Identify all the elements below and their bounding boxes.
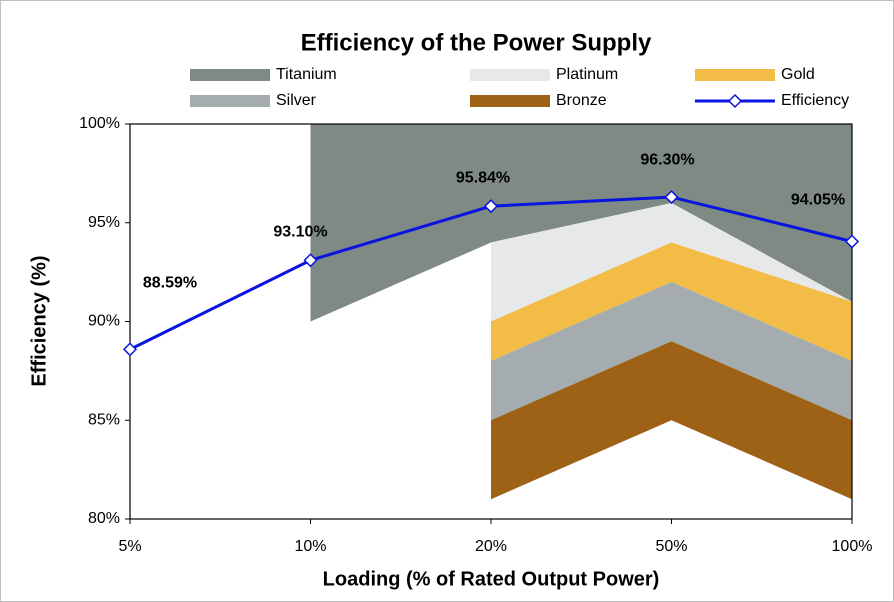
y-tick-label: 90% (88, 313, 120, 330)
data-label: 95.84% (456, 169, 510, 186)
y-tick-label: 80% (88, 510, 120, 527)
efficiency-point (303, 253, 318, 268)
y-tick-label: 100% (79, 115, 120, 132)
legend-swatch (190, 69, 270, 81)
data-label: 96.30% (640, 151, 694, 168)
band-silver (491, 282, 852, 421)
y-tick-label: 85% (88, 411, 120, 428)
x-tick-label: 20% (475, 538, 507, 555)
x-tick-label: 50% (655, 538, 687, 555)
data-label: 88.59% (143, 275, 197, 292)
band-gold (491, 242, 852, 361)
legend-label: Bronze (556, 92, 607, 109)
efficiency-point (844, 234, 860, 249)
chart-title: Efficiency of the Power Supply (301, 29, 652, 56)
y-tick-label: 95% (88, 214, 120, 231)
x-tick-label: 100% (832, 538, 873, 555)
efficiency-point (483, 199, 499, 214)
x-axis-title: Loading (% of Rated Output Power) (323, 568, 660, 590)
x-tick-label: 10% (294, 538, 326, 555)
band-bronze (491, 341, 852, 500)
legend-swatch (695, 69, 775, 81)
band-platinum (491, 203, 852, 322)
legend-swatch (470, 95, 550, 107)
y-axis-title: Efficiency (%) (28, 255, 50, 386)
legend-label: Efficiency (781, 92, 849, 109)
data-label: 93.10% (273, 223, 327, 240)
legend-label: Silver (276, 92, 317, 109)
x-tick-label: 5% (118, 538, 141, 555)
efficiency-point (664, 190, 679, 205)
legend-swatch (470, 69, 550, 81)
legend-label: Gold (781, 66, 815, 83)
legend-swatch (190, 95, 270, 107)
data-label: 94.05% (791, 192, 845, 209)
efficiency-point (122, 342, 138, 357)
legend-label: Platinum (556, 66, 618, 83)
legend-label: Titanium (276, 66, 337, 83)
legend-marker (727, 93, 743, 109)
